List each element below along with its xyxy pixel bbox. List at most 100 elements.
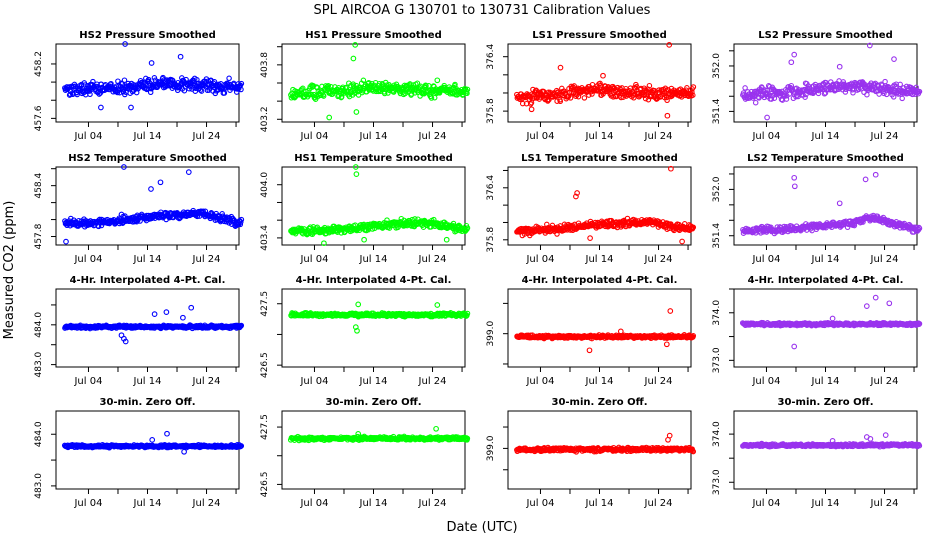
data-point — [434, 302, 441, 308]
data-point — [238, 80, 245, 87]
data-series — [740, 42, 923, 121]
data-series — [288, 164, 471, 247]
panels: HS2 Pressure Smoothed Jul 04 Jul 14 Jul 24 4… — [34, 30, 923, 509]
plot-frame — [507, 43, 692, 123]
plot-frame — [507, 288, 692, 368]
data-point — [185, 169, 192, 175]
data-point — [802, 94, 808, 100]
panel-title: 30-min. Zero Off. — [551, 397, 647, 408]
x-tick-label: Jul 04 — [73, 376, 102, 387]
data-point — [354, 327, 360, 334]
x-tick-label: Jul 14 — [133, 254, 162, 265]
x-tick-label: Jul 24 — [418, 254, 447, 265]
data-point — [916, 88, 923, 95]
data-point — [791, 174, 798, 181]
data-point — [891, 56, 897, 62]
y-tick-label: 404.0 — [260, 172, 270, 198]
data-point — [574, 190, 580, 196]
panel-title: 4-Hr. Interpolated 4-Pt. Cal. — [522, 275, 678, 286]
y-tick-label: 427.5 — [260, 414, 270, 440]
data-point — [353, 109, 360, 115]
x-tick-label: Jul 14 — [133, 131, 162, 142]
panel-title: HS2 Pressure Smoothed — [79, 30, 215, 41]
data-point — [360, 77, 367, 84]
y-tick-label: 483.0 — [34, 473, 44, 499]
y-tick-label: 375.8 — [486, 227, 496, 253]
data-point — [791, 89, 797, 95]
data-series — [514, 165, 697, 245]
data-point — [308, 91, 315, 98]
data-point — [690, 224, 697, 231]
data-point — [128, 104, 134, 111]
data-point — [433, 425, 439, 432]
x-tick-label: Jul 14 — [359, 254, 388, 265]
y-tick-label: 352.0 — [712, 53, 722, 79]
data-point — [321, 240, 327, 247]
y-tick-label: 351.4 — [712, 98, 722, 124]
chart-panel: 30-min. Zero Off.Jul 04 Jul 14 Jul 24483.0… — [34, 397, 245, 509]
data-point — [63, 238, 69, 245]
data-point — [862, 176, 869, 183]
data-point — [829, 315, 836, 322]
data-point — [464, 225, 471, 231]
data-point — [118, 332, 125, 339]
data-point — [897, 81, 903, 88]
data-series — [514, 42, 697, 119]
y-tick-label: 484.0 — [34, 421, 44, 447]
plot-frame — [281, 288, 466, 368]
data-point — [791, 343, 798, 350]
panel-title: 30-min. Zero Off. — [99, 397, 195, 408]
data-point — [408, 91, 415, 97]
data-point — [191, 75, 198, 82]
data-point — [122, 338, 129, 345]
data-point — [876, 91, 882, 97]
data-point — [148, 186, 154, 192]
data-point — [443, 236, 450, 243]
chart-panel: 4-Hr. Interpolated 4-Pt. Cal.Jul 04 Jul 1… — [260, 275, 471, 387]
data-point — [664, 97, 670, 104]
data-point — [238, 216, 245, 223]
data-point — [600, 72, 606, 79]
x-tick-label: Jul 24 — [192, 254, 221, 265]
data-point — [587, 235, 593, 241]
x-tick-label: Jul 14 — [585, 376, 614, 387]
data-point — [96, 91, 102, 97]
data-point — [464, 310, 471, 317]
x-tick-label: Jul 24 — [870, 376, 899, 387]
data-point — [409, 216, 415, 223]
data-point — [836, 63, 843, 70]
data-point — [177, 53, 184, 60]
plot-frame — [55, 166, 240, 246]
data-point — [98, 104, 104, 111]
data-point — [632, 85, 639, 91]
data-point — [238, 322, 245, 329]
panel-title: 4-Hr. Interpolated 4-Pt. Cal. — [70, 275, 226, 286]
y-tick-label: 458.2 — [34, 51, 44, 77]
x-tick-label: Jul 24 — [192, 498, 221, 509]
x-tick-label: Jul 04 — [751, 376, 780, 387]
figure-title: SPL AIRCOA G 130701 to 130731 Calibratio… — [314, 3, 651, 18]
data-point — [844, 224, 851, 231]
y-tick-label: 374.0 — [712, 300, 722, 326]
data-point — [690, 84, 697, 90]
data-point — [325, 82, 332, 89]
data-point — [881, 90, 887, 97]
data-point — [684, 85, 690, 91]
x-tick-label: Jul 04 — [299, 498, 328, 509]
data-point — [434, 77, 441, 84]
x-tick-label: Jul 14 — [133, 376, 162, 387]
data-point — [87, 91, 93, 98]
x-tick-label: Jul 14 — [811, 131, 840, 142]
x-tick-label: Jul 14 — [811, 376, 840, 387]
y-tick-label: 458.4 — [34, 172, 44, 198]
x-tick-label: Jul 24 — [870, 254, 899, 265]
y-tick-label: 399.0 — [486, 435, 496, 461]
data-point — [226, 75, 232, 82]
x-tick-label: Jul 04 — [525, 131, 554, 142]
